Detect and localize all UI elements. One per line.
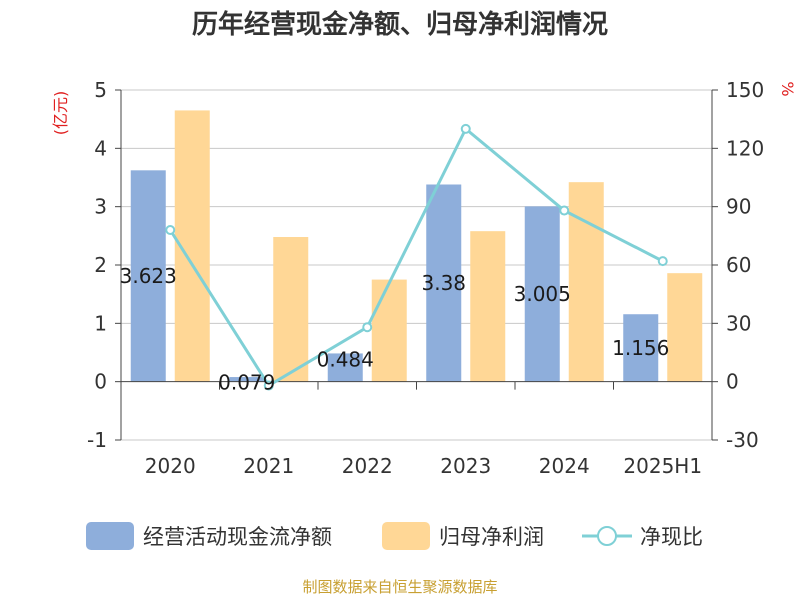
bars	[130, 110, 703, 382]
gridlines	[121, 89, 712, 441]
x-tick-label: 2021	[243, 454, 294, 478]
legend-swatch-ratio-marker	[597, 526, 617, 546]
x-tick-label: 2024	[539, 454, 590, 478]
cash-flow-bar	[327, 353, 363, 382]
left-tick-label: 1	[94, 311, 107, 335]
cash-flow-bar	[623, 314, 659, 382]
x-tick-label: 2020	[145, 454, 196, 478]
chart-title: 历年经营现金净额、归母净利润情况	[192, 9, 608, 40]
ratio-point	[559, 205, 570, 216]
left-tick-label: 4	[94, 136, 107, 160]
x-tick-label: 2022	[342, 454, 393, 478]
right-tick-label: 60	[726, 253, 751, 277]
right-tick-label: 90	[726, 195, 751, 219]
left-tick-label: -1	[87, 428, 107, 452]
net-profit-bar	[371, 279, 407, 382]
x-tick-label: 2025H1	[623, 454, 702, 478]
right-axis-unit: %	[778, 81, 797, 96]
ratio-line	[165, 123, 668, 391]
left-tick-label: 0	[94, 370, 107, 394]
legend-label-ratio: 净现比	[640, 525, 703, 549]
cash-flow-data-label: 3.623	[120, 264, 177, 288]
right-tick-label: 0	[726, 370, 739, 394]
cash-flow-bar	[524, 206, 560, 382]
axes: -1 0 1 2 3 4 5 -30 0 30 60 90 120 150 2020 2021 2022 2023…	[87, 78, 764, 478]
cash-flow-data-label: 0.484	[317, 348, 374, 372]
cash-flow-data-label: 0.079	[218, 371, 275, 395]
right-tick-label: -30	[726, 428, 759, 452]
left-tick-label: 3	[94, 195, 107, 219]
legend-label-cash-flow: 经营活动现金流净额	[143, 525, 332, 549]
right-tick-label: 30	[726, 311, 751, 335]
data-labels: 3.623 0.079 0.484 3.38 3.005 1.156	[120, 264, 670, 395]
cash-flow-data-label: 3.005	[514, 282, 571, 306]
left-axis-unit: (亿元)	[51, 91, 70, 136]
legend-label-net-profit: 归母净利润	[439, 525, 544, 549]
cash-flow-bar	[426, 184, 462, 382]
cash-flow-bar	[130, 170, 166, 382]
legend-swatch-net-profit	[382, 522, 430, 550]
right-tick-label: 120	[726, 136, 764, 160]
ratio-point	[657, 256, 668, 267]
left-tick-label: 2	[94, 253, 107, 277]
x-tick-label: 2023	[440, 454, 491, 478]
ratio-point	[362, 322, 373, 333]
ratio-line-path	[168, 126, 664, 388]
net-profit-bar	[568, 182, 604, 382]
cash-flow-data-label: 1.156	[612, 336, 669, 360]
ratio-point	[263, 380, 274, 391]
source-note: 制图数据来自恒生聚源数据库	[302, 578, 497, 596]
legend: 经营活动现金流净额 归母净利润 净现比	[86, 522, 703, 550]
left-tick-label: 5	[94, 78, 107, 102]
cash-flow-bar	[229, 377, 265, 382]
net-profit-bar	[470, 231, 506, 382]
right-tick-label: 150	[726, 78, 764, 102]
cash-flow-data-label: 3.38	[421, 271, 466, 295]
net-profit-bar	[273, 237, 309, 382]
ratio-point	[165, 225, 176, 235]
legend-swatch-cash-flow	[86, 522, 134, 550]
ratio-point	[460, 123, 471, 134]
net-profit-bar	[667, 273, 703, 382]
